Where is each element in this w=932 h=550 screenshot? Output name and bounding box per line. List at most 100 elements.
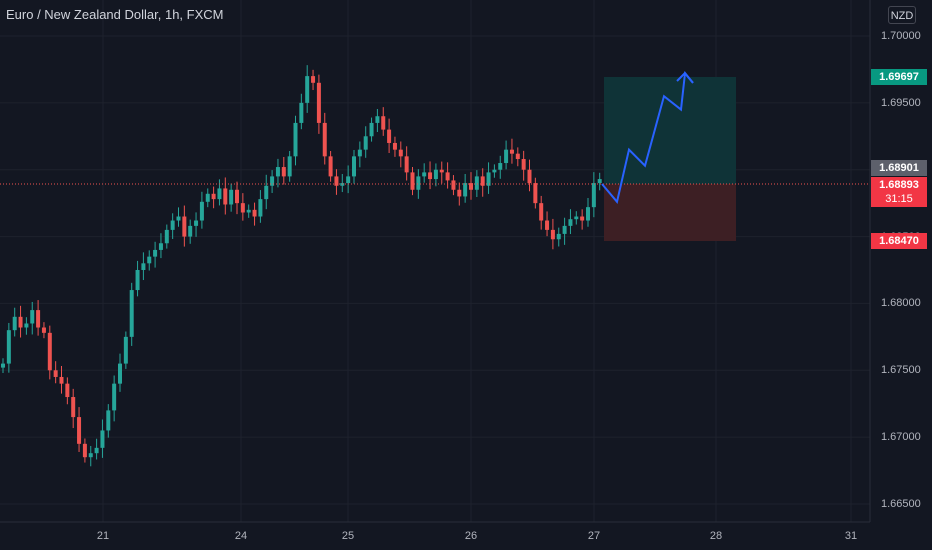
candle-body [252, 209, 257, 217]
candle [188, 219, 193, 244]
candle-body [229, 189, 234, 205]
candle-body [123, 336, 128, 364]
candle [521, 150, 526, 181]
x-tick-label: 25 [341, 530, 355, 542]
candle [158, 233, 163, 259]
candle [94, 438, 99, 460]
y-tick-label: 1.70000 [881, 30, 921, 42]
candle-body [129, 290, 134, 337]
candle [164, 224, 169, 249]
candle [305, 65, 310, 113]
candle-body [328, 156, 333, 177]
candle [375, 109, 380, 133]
candle [574, 211, 579, 225]
y-tick-label: 1.67000 [881, 431, 921, 444]
candle [509, 138, 514, 164]
candle [106, 404, 111, 438]
candle [59, 366, 64, 394]
candle [545, 211, 550, 237]
candle [398, 141, 403, 168]
candle-body [410, 172, 415, 190]
candle-body [533, 183, 538, 204]
candle [480, 168, 485, 197]
candle [474, 170, 479, 197]
candle-body [235, 189, 239, 204]
candle-body [352, 156, 356, 177]
candle [147, 250, 152, 271]
candle-body [275, 167, 280, 177]
candle-body [469, 183, 473, 190]
candle [357, 141, 362, 168]
candle-body [59, 376, 64, 384]
candle-body [47, 332, 52, 371]
candle [445, 162, 450, 189]
candle [211, 186, 216, 209]
candle-body [451, 180, 456, 190]
candle-body [527, 169, 532, 184]
x-tick-label: 21 [96, 530, 110, 542]
candle-body [100, 430, 105, 448]
candle [141, 252, 146, 281]
candle [82, 438, 87, 463]
entry-price-label: 1.68901 [871, 160, 927, 176]
candle [170, 213, 175, 239]
currency-badge[interactable]: NZD [888, 6, 916, 24]
candle [258, 190, 263, 223]
candle [363, 126, 368, 158]
candle [24, 317, 29, 335]
candle [41, 322, 46, 339]
candle [118, 353, 122, 392]
candle [36, 300, 41, 336]
candle [539, 195, 544, 230]
candle [18, 305, 23, 338]
x-tick-label: 28 [709, 530, 723, 542]
candle [433, 163, 438, 187]
candle [270, 170, 275, 193]
candle-body [211, 193, 216, 200]
candle-body [334, 176, 339, 186]
candle-body [521, 159, 526, 170]
x-tick-label: 26 [464, 530, 478, 542]
candle [229, 183, 234, 212]
candle-body [141, 263, 146, 270]
candles [1, 65, 602, 467]
candle [240, 193, 245, 221]
candle-body [363, 136, 368, 150]
candle-body [375, 116, 380, 123]
candle-body [305, 76, 310, 103]
candle-body [82, 443, 87, 458]
candle-body [12, 316, 17, 331]
candle-body [392, 142, 397, 150]
candle [65, 377, 70, 405]
stop-zone [604, 184, 736, 241]
candle-body [562, 225, 567, 234]
candle-body [539, 203, 544, 221]
candle-body [287, 156, 292, 177]
bar-countdown: 31:15 [885, 193, 913, 205]
candle [486, 162, 491, 194]
candle [498, 155, 503, 179]
candle [550, 218, 555, 250]
candle-body [550, 229, 555, 240]
candle-body [556, 233, 561, 240]
candle [53, 361, 58, 384]
candle-body [574, 216, 579, 220]
candle [597, 172, 602, 191]
candle-body [463, 183, 468, 197]
candle [515, 147, 520, 167]
candle [77, 407, 82, 452]
candle [580, 209, 585, 230]
candle [334, 169, 339, 195]
candle [410, 167, 415, 196]
candle-body [398, 149, 403, 157]
candle-body [71, 397, 76, 418]
candle-body [498, 163, 503, 170]
candle [311, 69, 316, 91]
candle-body [118, 363, 122, 384]
candle [422, 163, 427, 183]
current-price-value: 1.68893 [879, 179, 919, 191]
candle [12, 307, 17, 337]
candle-body [194, 220, 199, 226]
candle [568, 209, 573, 235]
